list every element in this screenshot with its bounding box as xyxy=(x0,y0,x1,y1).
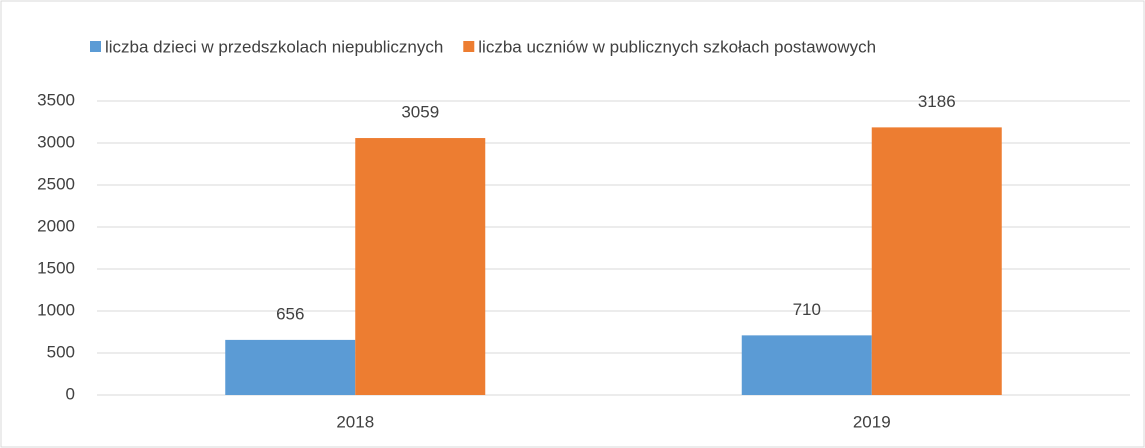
y-tick-label: 3000 xyxy=(37,132,75,151)
x-tick-label: 2019 xyxy=(853,412,891,431)
legend-swatch xyxy=(463,41,475,52)
bar xyxy=(355,138,486,395)
data-label: 3059 xyxy=(401,103,439,122)
y-tick-label: 0 xyxy=(66,384,75,403)
data-label: 3186 xyxy=(918,92,956,111)
y-tick-label: 2000 xyxy=(37,216,75,235)
legend-label: liczba dzieci w przedszkolach niepublicz… xyxy=(105,37,443,56)
data-label: 710 xyxy=(793,300,821,319)
y-tick-label: 2500 xyxy=(37,174,75,193)
data-label: 656 xyxy=(276,304,304,323)
bar xyxy=(741,335,872,395)
x-tick-label: 2018 xyxy=(336,412,374,431)
y-tick-label: 1500 xyxy=(37,258,75,277)
y-tick-label: 3500 xyxy=(37,90,75,109)
legend-label: liczba uczniów w publicznych szkołach po… xyxy=(478,37,876,56)
legend-swatch xyxy=(90,41,101,52)
y-tick-label: 500 xyxy=(47,342,75,361)
y-tick-label: 1000 xyxy=(37,300,75,319)
bar xyxy=(225,339,356,395)
bar xyxy=(871,127,1002,395)
